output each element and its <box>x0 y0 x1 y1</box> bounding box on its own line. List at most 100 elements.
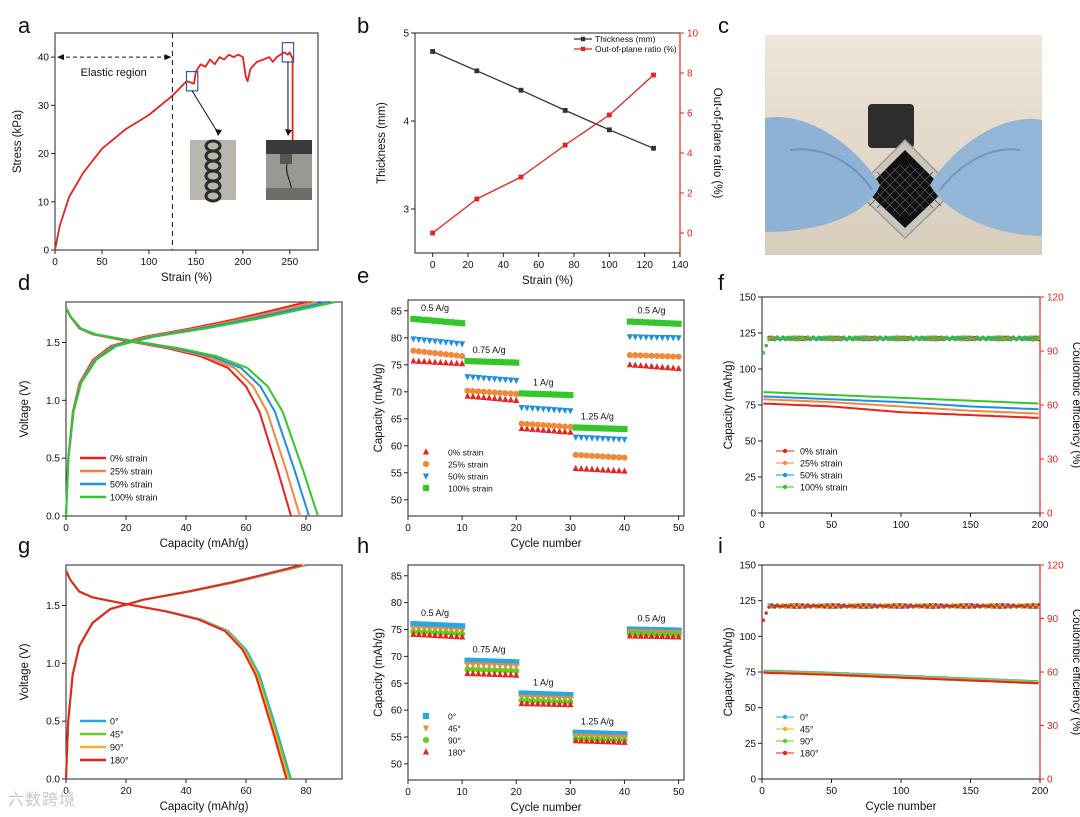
efficiency-point <box>995 335 999 339</box>
x-axis-title: Cycle number <box>511 538 582 550</box>
efficiency-point <box>989 335 993 340</box>
discharge-curve <box>65 570 288 780</box>
x-tick-label: 80 <box>300 523 312 534</box>
efficiency-point <box>900 338 904 342</box>
data-point <box>469 387 477 395</box>
panel-letter-h: h <box>357 533 369 558</box>
data-point <box>437 350 444 357</box>
data-point <box>551 427 558 434</box>
y2-tick-label: 2 <box>687 189 693 200</box>
efficiency-point <box>806 603 810 607</box>
efficiency-point <box>761 351 765 355</box>
legend-label: 180° <box>448 748 466 758</box>
y-tick-label: 1.0 <box>46 659 60 670</box>
data-point <box>464 387 471 394</box>
efficiency-point <box>973 337 977 342</box>
data-point <box>502 658 509 666</box>
x-tick-label: 40 <box>180 523 192 534</box>
x-tick-label: 40 <box>619 523 631 534</box>
data-point <box>572 464 579 471</box>
efficiency-point <box>825 603 829 607</box>
data-point <box>415 336 422 344</box>
efficiency-point <box>917 336 921 340</box>
data-point <box>599 453 606 460</box>
data-point <box>459 320 466 327</box>
efficiency-point <box>981 336 985 340</box>
y2-tick-label: 60 <box>1047 668 1059 679</box>
data-point <box>475 393 482 400</box>
efficiency-point <box>797 605 802 610</box>
y-tick-label: 0.5 <box>46 454 60 465</box>
efficiency-point <box>981 604 985 608</box>
y-tick-label: 75 <box>745 401 757 412</box>
x-tick-label: 100 <box>601 260 618 271</box>
data-point <box>572 729 579 736</box>
efficiency-point <box>831 603 835 607</box>
efficiency-point <box>939 335 943 340</box>
data-point <box>588 452 596 459</box>
data-point <box>637 334 644 341</box>
data-point <box>659 363 666 370</box>
efficiency-point <box>870 605 874 609</box>
legend-marker <box>782 472 788 478</box>
data-point <box>556 407 563 414</box>
y2-tick-label: 4 <box>687 149 693 160</box>
data-point <box>442 339 449 346</box>
y-tick-label: 1.5 <box>46 601 60 612</box>
efficiency-point <box>956 605 960 609</box>
data-point <box>464 657 471 664</box>
data-point <box>540 391 547 398</box>
efficiency-point <box>770 603 774 607</box>
y-tick-label: 5 <box>403 29 409 40</box>
y-tick-label: 0 <box>750 775 756 786</box>
charge-curve <box>65 301 336 517</box>
efficiency-point <box>800 335 804 339</box>
efficiency-point <box>1031 335 1035 339</box>
panel-letter-f: f <box>718 270 725 295</box>
data-point <box>675 633 682 640</box>
efficiency-point <box>934 335 938 339</box>
data-point <box>648 352 655 359</box>
efficiency-point <box>934 603 938 607</box>
efficiency-point <box>853 337 857 341</box>
ratio-line <box>432 74 654 234</box>
efficiency-point <box>792 605 796 609</box>
legend-label: 45° <box>448 724 461 734</box>
y-tick-label: 75 <box>391 625 403 636</box>
data-point <box>621 425 628 433</box>
left-glove <box>765 116 880 232</box>
data-point <box>459 353 466 360</box>
efficiency-point <box>961 338 966 342</box>
efficiency-point <box>950 337 955 341</box>
legend-label: 0% strain <box>800 447 838 457</box>
x-tick-label: 200 <box>235 257 252 268</box>
data-point <box>556 691 563 698</box>
data-point <box>567 701 574 708</box>
efficiency-point <box>950 604 955 609</box>
data-point <box>594 425 601 432</box>
legend-label: 0° <box>110 717 119 727</box>
efficiency-point <box>775 336 779 340</box>
data-point <box>615 425 623 432</box>
data-point <box>459 360 466 367</box>
data-point <box>599 737 606 745</box>
data-point <box>599 466 606 473</box>
x-tick-label: 40 <box>619 787 631 798</box>
data-point <box>459 341 466 348</box>
x-tick-label: 100 <box>141 257 158 268</box>
y-tick-label: 10 <box>38 197 50 208</box>
legend-label: 100% strain <box>110 493 158 503</box>
plot-frame <box>407 299 685 517</box>
y-tick-label: 0 <box>750 509 756 520</box>
efficiency-point <box>792 338 796 342</box>
efficiency-point <box>867 603 871 607</box>
data-point <box>583 435 590 442</box>
data-point <box>426 338 433 345</box>
efficiency-point <box>948 336 952 340</box>
data-point <box>431 621 439 629</box>
efficiency-point <box>975 603 980 607</box>
x-tick-label: 0 <box>759 520 765 531</box>
data-point <box>594 435 601 442</box>
arrow-head <box>215 129 222 136</box>
data-point <box>480 358 487 365</box>
